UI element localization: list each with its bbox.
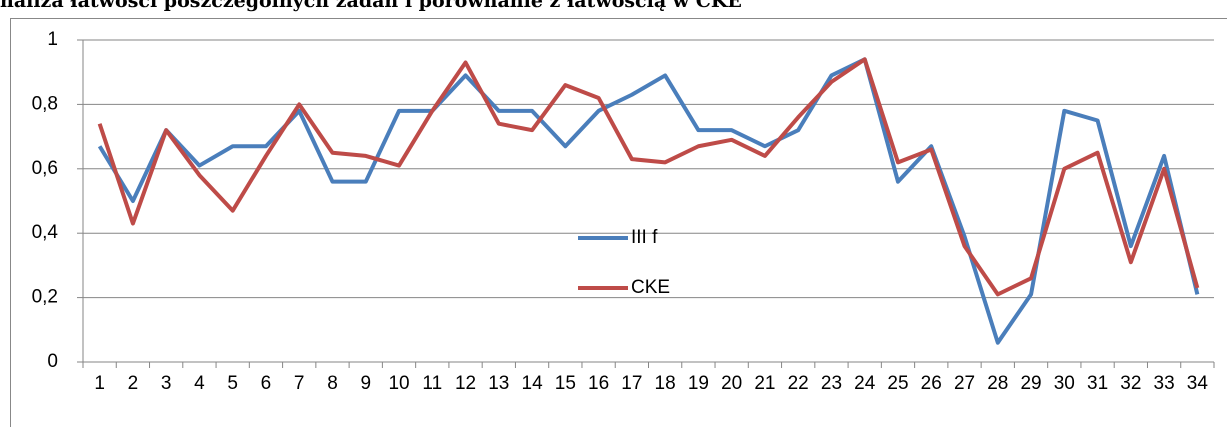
data-line <box>97 57 1200 297</box>
x-tick-label: 2 <box>128 373 139 394</box>
x-tick-label: 33 <box>1154 373 1175 394</box>
x-tick-label: 20 <box>721 373 742 394</box>
data-line <box>97 57 1200 345</box>
x-tick-label: 15 <box>555 373 576 394</box>
x-tick-label: 21 <box>754 373 775 394</box>
x-tick-label: 9 <box>360 373 371 394</box>
y-tick-label: 0,8 <box>32 93 58 114</box>
x-tick-label: 14 <box>522 373 544 394</box>
x-tick-label: 24 <box>854 373 876 394</box>
x-tick-label: 16 <box>588 373 609 394</box>
chart-frame <box>10 18 1227 427</box>
x-tick-label: 1 <box>94 373 105 394</box>
x-tick-label: 6 <box>261 373 272 394</box>
x-tick-label: 22 <box>788 373 809 394</box>
y-tick-label: 0,2 <box>32 287 58 308</box>
x-tick-label: 11 <box>422 373 442 394</box>
x-tick-label: 18 <box>655 373 676 394</box>
x-tick-label: 25 <box>887 373 908 394</box>
x-tick-label: 13 <box>488 373 509 394</box>
x-tick-label: 29 <box>1020 373 1041 394</box>
x-tick-label: 17 <box>621 373 642 394</box>
y-tick-label: 1 <box>47 29 58 50</box>
x-tick-label: 3 <box>161 373 172 394</box>
x-tick-label: 32 <box>1120 373 1141 394</box>
x-tick-label: 19 <box>688 373 709 394</box>
x-tick-label: 23 <box>821 373 842 394</box>
x-tick-label: 12 <box>455 373 476 394</box>
y-tick-label: 0,6 <box>32 158 58 179</box>
x-tick-label: 8 <box>327 373 338 394</box>
chart-title: naliza łatwości poszczególnych zadań i p… <box>0 0 742 12</box>
x-tick-label: 26 <box>921 373 942 394</box>
x-tick-label: 27 <box>954 373 975 394</box>
x-tick-label: 30 <box>1054 373 1075 394</box>
legend-label: III f <box>631 227 658 248</box>
y-tick-label: 0 <box>47 351 58 372</box>
x-tick-label: 7 <box>294 373 305 394</box>
legend-label: CKE <box>631 277 670 298</box>
x-tick-label: 5 <box>227 373 238 394</box>
x-tick-label: 28 <box>987 373 1008 394</box>
x-tick-label: 34 <box>1187 373 1209 394</box>
y-tick-label: 0,4 <box>32 222 59 243</box>
x-tick-label: 31 <box>1087 373 1108 394</box>
x-tick-label: 10 <box>388 373 409 394</box>
x-tick-label: 4 <box>194 373 205 394</box>
